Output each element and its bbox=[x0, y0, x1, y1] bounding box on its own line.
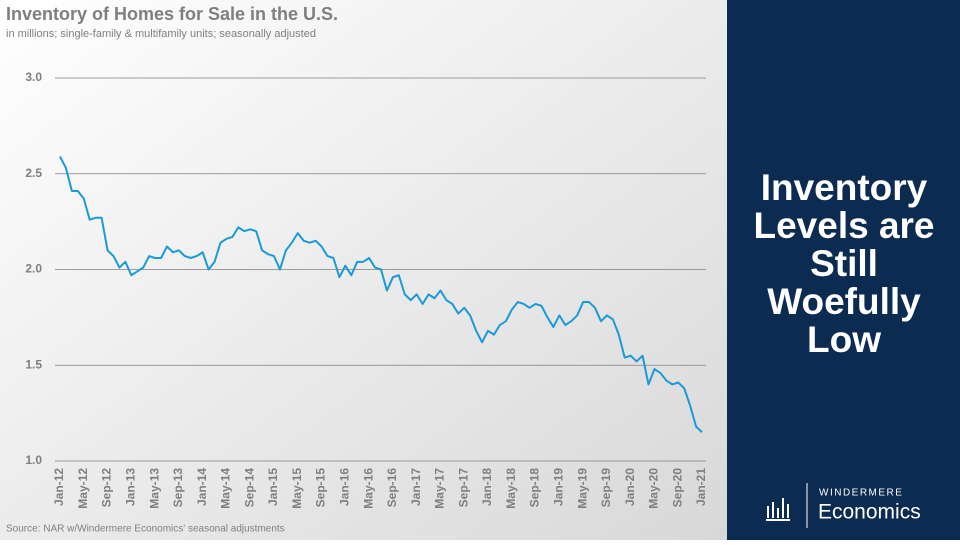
headline-line: Still bbox=[810, 243, 878, 284]
headline-line: Low bbox=[807, 319, 881, 360]
y-tick-label: 1.0 bbox=[25, 453, 42, 467]
logo-icon bbox=[766, 498, 790, 521]
x-tick-label: May-12 bbox=[76, 468, 90, 509]
x-tick-label: Jan-20 bbox=[623, 468, 637, 506]
x-tick-label: Sep-14 bbox=[242, 468, 256, 508]
logo: WINDERMERE Economics bbox=[766, 483, 921, 528]
x-tick-label: Jan-19 bbox=[552, 468, 566, 506]
x-tick-label: May-17 bbox=[433, 468, 447, 509]
y-tick-label: 3.0 bbox=[25, 70, 42, 84]
y-tick-label: 2.0 bbox=[25, 262, 42, 276]
product: Economics bbox=[818, 501, 921, 524]
x-tick-label: Sep-16 bbox=[385, 468, 399, 508]
x-tick-label: May-19 bbox=[575, 468, 589, 509]
x-tick-label: Sep-15 bbox=[314, 468, 328, 508]
source-note: Source: NAR w/Windermere Economics' seas… bbox=[6, 524, 285, 535]
x-tick-label: Sep-12 bbox=[100, 468, 114, 508]
x-tick-label: Jan-12 bbox=[52, 468, 66, 506]
x-tick-label: Jan-14 bbox=[195, 468, 209, 506]
x-tick-label: Jan-21 bbox=[694, 468, 708, 506]
chart-background bbox=[0, 0, 727, 540]
x-tick-label: Sep-18 bbox=[528, 468, 542, 508]
x-tick-label: Sep-17 bbox=[456, 468, 470, 508]
x-tick-label: May-14 bbox=[219, 468, 233, 509]
x-tick-label: May-18 bbox=[504, 468, 518, 509]
x-tick-label: Jan-18 bbox=[480, 468, 494, 506]
x-tick-label: May-15 bbox=[290, 468, 304, 509]
x-tick-label: Jan-15 bbox=[266, 468, 280, 506]
x-tick-label: Jan-17 bbox=[409, 468, 423, 506]
x-tick-label: Sep-20 bbox=[670, 468, 684, 508]
y-tick-label: 2.5 bbox=[25, 166, 42, 180]
x-tick-label: May-20 bbox=[647, 468, 661, 509]
x-tick-label: May-13 bbox=[147, 468, 161, 509]
brand: WINDERMERE bbox=[819, 488, 903, 499]
side-panel bbox=[727, 0, 960, 540]
x-tick-label: May-16 bbox=[361, 468, 375, 509]
headline-line: Inventory bbox=[761, 167, 928, 208]
x-tick-label: Jan-16 bbox=[338, 468, 352, 506]
headline-line: Woefully bbox=[767, 281, 921, 322]
chart-title: Inventory of Homes for Sale in the U.S. bbox=[6, 4, 338, 24]
x-tick-label: Jan-13 bbox=[124, 468, 138, 506]
data-line bbox=[59, 156, 703, 433]
y-tick-label: 1.5 bbox=[25, 357, 42, 371]
headline-line: Levels are bbox=[753, 205, 934, 246]
chart-subtitle: in millions; single-family & multifamily… bbox=[6, 28, 316, 40]
x-tick-label: Sep-19 bbox=[599, 468, 613, 508]
x-tick-label: Sep-13 bbox=[171, 468, 185, 508]
